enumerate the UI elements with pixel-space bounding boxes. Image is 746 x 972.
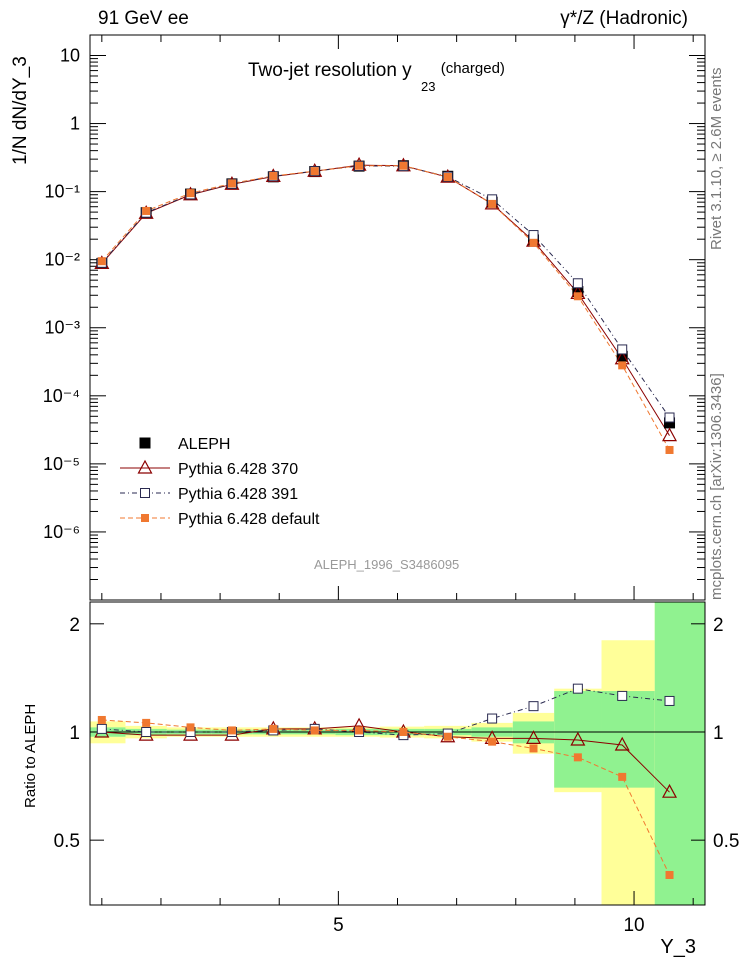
ratio-line-0 <box>101 725 670 793</box>
ratio-y-tick-label: 0.5 <box>54 831 80 852</box>
ratio-point <box>572 683 583 694</box>
data-point <box>443 172 452 181</box>
data-point <box>227 179 236 188</box>
data-point <box>572 278 583 289</box>
ratio-point <box>186 723 195 732</box>
band-green <box>654 602 705 905</box>
data-point <box>399 161 408 170</box>
ratio-point <box>664 695 675 706</box>
legend-marker <box>141 514 149 522</box>
series-line-3 <box>101 165 670 451</box>
y-tick-label: 10⁻⁶ <box>43 522 80 542</box>
ratio-point <box>570 731 586 746</box>
chart-title-main: Two-jet resolution y <box>248 60 412 81</box>
legend-label: ALEPH <box>178 436 230 453</box>
data-point <box>665 445 674 454</box>
ratio-point <box>617 690 628 701</box>
y-tick-label: 10⁻¹ <box>44 182 80 202</box>
data-point <box>186 189 195 198</box>
x-tick-label: 10 <box>623 915 644 936</box>
data-point <box>355 161 364 170</box>
ratio-y-tick-label: 2 <box>69 615 80 636</box>
y-tick-label: 10⁻⁵ <box>43 454 80 474</box>
ratio-line-1 <box>101 688 670 736</box>
header-left: 91 GeV ee <box>98 8 189 29</box>
data-point <box>142 206 151 215</box>
ratio-point <box>96 723 107 734</box>
legend-label: Pythia 6.428 370 <box>178 461 298 478</box>
ratio-point <box>526 730 542 744</box>
y-tick-label: 10⁻⁴ <box>43 386 80 406</box>
ratio-point <box>665 870 674 879</box>
band-green <box>601 691 655 788</box>
x-axis-title: Y_3 <box>660 936 696 958</box>
ratio-point <box>488 737 497 746</box>
ratio-y-tick-label-right: 2 <box>713 615 724 636</box>
legend-label: Pythia 6.428 391 <box>178 486 298 503</box>
ratio-point <box>399 727 408 736</box>
legend-label: Pythia 6.428 default <box>178 511 320 528</box>
data-point <box>572 286 584 298</box>
ratio-point <box>269 724 278 733</box>
legend-marker <box>137 459 153 474</box>
ratio-point <box>573 753 582 762</box>
data-point <box>310 167 319 176</box>
y-tick-label: 10 <box>60 45 80 65</box>
ratio-point <box>227 726 236 735</box>
x-tick-label: 5 <box>333 915 344 936</box>
series-line-1 <box>101 164 670 436</box>
y-tick-label: 10⁻³ <box>44 318 80 338</box>
ratio-point <box>443 732 452 741</box>
data-point <box>662 427 678 442</box>
ratio-point <box>310 726 319 735</box>
ratio-point <box>97 715 106 724</box>
data-point <box>617 344 628 355</box>
data-point <box>616 350 628 362</box>
y-tick-label: 10⁻² <box>44 250 80 270</box>
chart-title-suffix: (charged) <box>440 60 505 77</box>
data-point <box>618 361 627 370</box>
chart-title-sub: 23 <box>420 79 436 94</box>
ratio-point <box>141 726 152 737</box>
data-point <box>528 230 539 241</box>
legend-marker <box>140 488 150 498</box>
ratio-point <box>142 718 151 727</box>
y-tick-label: 1 <box>70 114 80 134</box>
ratio-point <box>618 772 627 781</box>
legend-marker <box>139 437 151 449</box>
ratio-point <box>662 783 678 798</box>
chart-title: Two-jet resolution y 23 (charged) <box>248 60 505 94</box>
data-point <box>664 417 676 429</box>
data-point <box>97 257 106 266</box>
ratio-point <box>614 736 630 751</box>
watermark: ALEPH_1996_S3486095 <box>314 557 460 572</box>
ratio-point <box>487 713 498 724</box>
data-point <box>269 171 278 180</box>
ratio-y-tick-label: 1 <box>69 723 80 744</box>
series-line-2 <box>101 165 670 418</box>
ratio-point <box>528 701 539 712</box>
ratio-y-tick-label-right: 0.5 <box>713 831 739 852</box>
ratio-y-tick-label-right: 1 <box>713 723 724 744</box>
data-point <box>573 292 582 301</box>
data-point <box>529 238 538 247</box>
header-right: γ*/Z (Hadronic) <box>560 8 688 29</box>
data-point <box>488 199 497 208</box>
ratio-point <box>529 744 538 753</box>
data-point <box>664 412 675 423</box>
ratio-point <box>355 726 364 735</box>
